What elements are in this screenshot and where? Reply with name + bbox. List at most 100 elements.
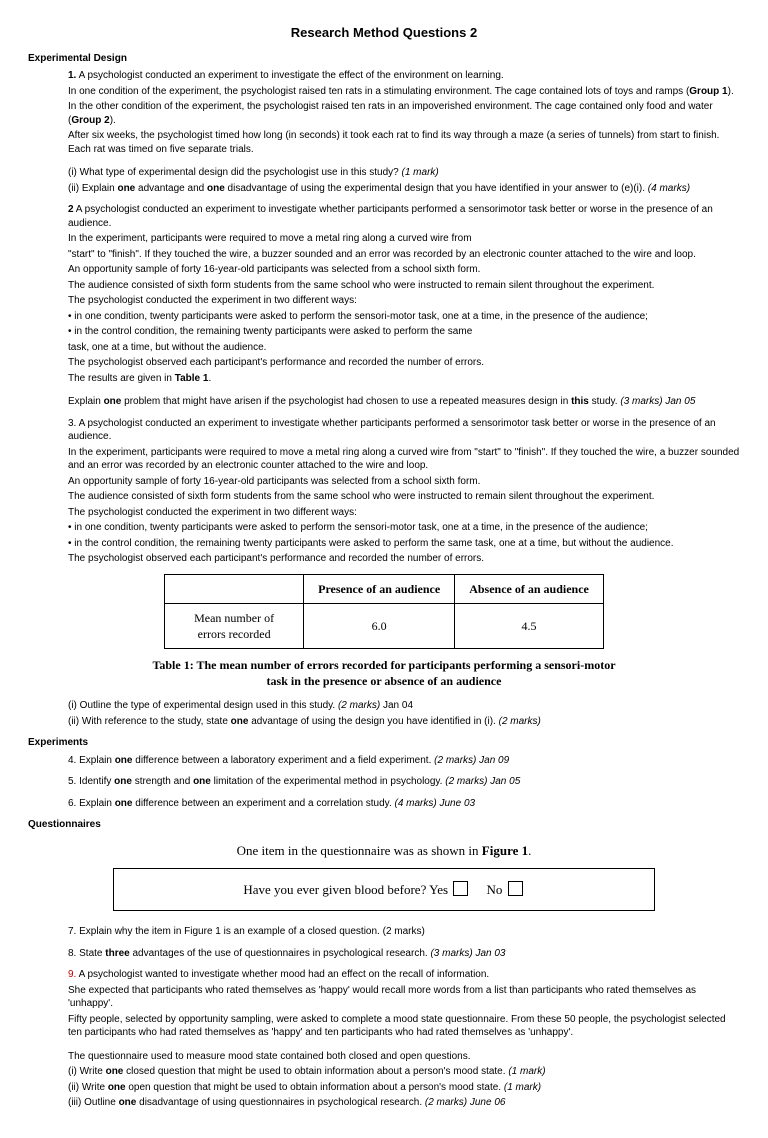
question-2: 2 A psychologist conducted an experiment… (68, 203, 740, 409)
q1-p3c: ). (110, 115, 116, 126)
q9-i-marks: (1 mark) (508, 1066, 545, 1077)
q9-ii-a: (ii) Write (68, 1082, 108, 1093)
section-heading-questionnaires: Questionnaires (28, 818, 740, 832)
question-5: 5. Identify one strength and one limitat… (68, 775, 740, 789)
q2-p3: "start" to "finish". If they touched the… (68, 248, 740, 262)
q2-p7: task, one at a time, but without the aud… (68, 341, 740, 355)
q6-c: difference between an experiment and a c… (132, 798, 394, 809)
fig-intro-a: One item in the questionnaire was as sho… (237, 843, 482, 858)
q3-ii-c: advantage of using the design you have i… (248, 716, 498, 727)
figure-1-text-yes: Have you ever given blood before? Yes (243, 882, 448, 897)
q2-p9b: Table 1 (175, 373, 209, 384)
q1-p3a: In the other condition of the experiment… (68, 101, 713, 126)
figure-1-text-no: No (487, 882, 503, 897)
q2-qb: one (104, 396, 122, 407)
q3-p1: A psychologist conducted an experiment t… (68, 418, 716, 443)
q9-p1: A psychologist wanted to investigate whe… (76, 969, 489, 980)
q1-ii-a: (ii) Explain (68, 183, 117, 194)
q2-p9a: The results are given in (68, 373, 175, 384)
q9-ii-b: one (108, 1082, 126, 1093)
q4-marks: (2 marks) Jan 09 (434, 755, 509, 766)
q8-b: three (105, 948, 129, 959)
q2-b2: • in the control condition, the remainin… (68, 325, 740, 339)
q1-number: 1. (68, 70, 76, 81)
q9-ii-marks: (1 mark) (504, 1082, 541, 1093)
q1-ii-b: one (117, 183, 135, 194)
q3-i-date: Jan 04 (380, 700, 413, 711)
table-1-val1: 6.0 (304, 603, 455, 648)
q9-iii-a: (iii) Outline (68, 1097, 119, 1108)
table-1-col1-header: Presence of an audience (304, 574, 455, 603)
q5-e: limitation of the experimental method in… (211, 776, 445, 787)
q9-i-a: (i) Write (68, 1066, 106, 1077)
q8-a: 8. State (68, 948, 105, 959)
q2-p9c: . (208, 373, 211, 384)
fig-intro-c: . (528, 843, 531, 858)
table-1-row-header: Mean number of errors recorded (165, 603, 304, 648)
q3-b2: • in the control condition, the remainin… (68, 537, 740, 551)
q9-iii-b: one (119, 1097, 137, 1108)
q5-c: strength and (132, 776, 193, 787)
q5-d: one (193, 776, 211, 787)
q9-p4: The questionnaire used to measure mood s… (68, 1050, 740, 1064)
q3-i-marks: (2 marks) (338, 700, 380, 711)
q6-a: 6. Explain (68, 798, 115, 809)
q1-i-marks: (1 mark) (402, 167, 439, 178)
q3-p6: The psychologist observed each participa… (68, 552, 740, 566)
q1-p2a: In one condition of the experiment, the … (68, 86, 689, 97)
q3-p4: The audience consisted of sixth form stu… (68, 490, 740, 504)
q1-group2: Group 2 (71, 115, 109, 126)
q9-p3: Fifty people, selected by opportunity sa… (68, 1013, 740, 1040)
fig-intro-b: Figure 1 (482, 843, 528, 858)
q5-a: 5. Identify (68, 776, 114, 787)
question-4: 4. Explain one difference between a labo… (68, 754, 740, 768)
q2-p1: A psychologist conducted an experiment t… (68, 204, 713, 229)
q3-b1: • in one condition, twenty participants … (68, 521, 740, 535)
q9-p2: She expected that participants who rated… (68, 984, 740, 1011)
question-6: 6. Explain one difference between an exp… (68, 797, 740, 811)
question-8: 8. State three advantages of the use of … (68, 947, 740, 961)
q2-qc: problem that might have arisen if the ps… (121, 396, 571, 407)
q2-p6: The psychologist conducted the experimen… (68, 294, 740, 308)
question-3: 3. A psychologist conducted an experimen… (68, 417, 740, 566)
q9-iii-c: disadvantage of using questionnaires in … (136, 1097, 425, 1108)
q8-c: advantages of the use of questionnaires … (130, 948, 431, 959)
table-1: Presence of an audience Absence of an au… (164, 574, 604, 650)
q6-marks: (4 marks) June 03 (395, 798, 476, 809)
q3-p5: The psychologist conducted the experimen… (68, 506, 740, 520)
q2-p5: The audience consisted of sixth form stu… (68, 279, 740, 293)
q1-p4: After six weeks, the psychologist timed … (68, 129, 740, 156)
q6-b: one (115, 798, 133, 809)
q2-qe: study. (589, 396, 621, 407)
q2-marks: (3 marks) Jan 05 (620, 396, 695, 407)
q4-c: difference between a laboratory experime… (132, 755, 434, 766)
q2-p2: In the experiment, participants were req… (68, 232, 740, 246)
table-1-val2: 4.5 (455, 603, 604, 648)
q4-a: 4. Explain (68, 755, 115, 766)
figure-1-intro: One item in the questionnaire was as sho… (28, 842, 740, 860)
q3-ii-marks: (2 marks) (499, 716, 541, 727)
question-9: 9. A psychologist wanted to investigate … (68, 968, 740, 1110)
q1-ii-c: advantage and (135, 183, 207, 194)
q1-i: (i) What type of experimental design did… (68, 167, 402, 178)
checkbox-no[interactable] (508, 881, 523, 896)
q8-marks: (3 marks) Jan 03 (430, 948, 505, 959)
q3-ii-a: (ii) With reference to the study, state (68, 716, 231, 727)
q2-qa: Explain (68, 396, 104, 407)
q3-p2: In the experiment, participants were req… (68, 446, 740, 473)
table-1-empty-cell (165, 574, 304, 603)
section-heading-experiments: Experiments (28, 736, 740, 750)
q1-ii-marks: (4 marks) (648, 183, 690, 194)
q9-iii-marks: (2 marks) June 06 (425, 1097, 506, 1108)
q9-i-b: one (106, 1066, 124, 1077)
q9-ii-c: open question that might be used to obta… (126, 1082, 504, 1093)
q2-b1: • in one condition, twenty participants … (68, 310, 740, 324)
q3-ii-b: one (231, 716, 249, 727)
q3-p3: An opportunity sample of forty 16-year-o… (68, 475, 740, 489)
q1-ii-e: disadvantage of using the experimental d… (225, 183, 648, 194)
q5-b: one (114, 776, 132, 787)
q5-marks: (2 marks) Jan 05 (445, 776, 520, 787)
checkbox-yes[interactable] (453, 881, 468, 896)
q2-qd: this (571, 396, 589, 407)
q1-p1: A psychologist conducted an experiment t… (79, 70, 504, 81)
